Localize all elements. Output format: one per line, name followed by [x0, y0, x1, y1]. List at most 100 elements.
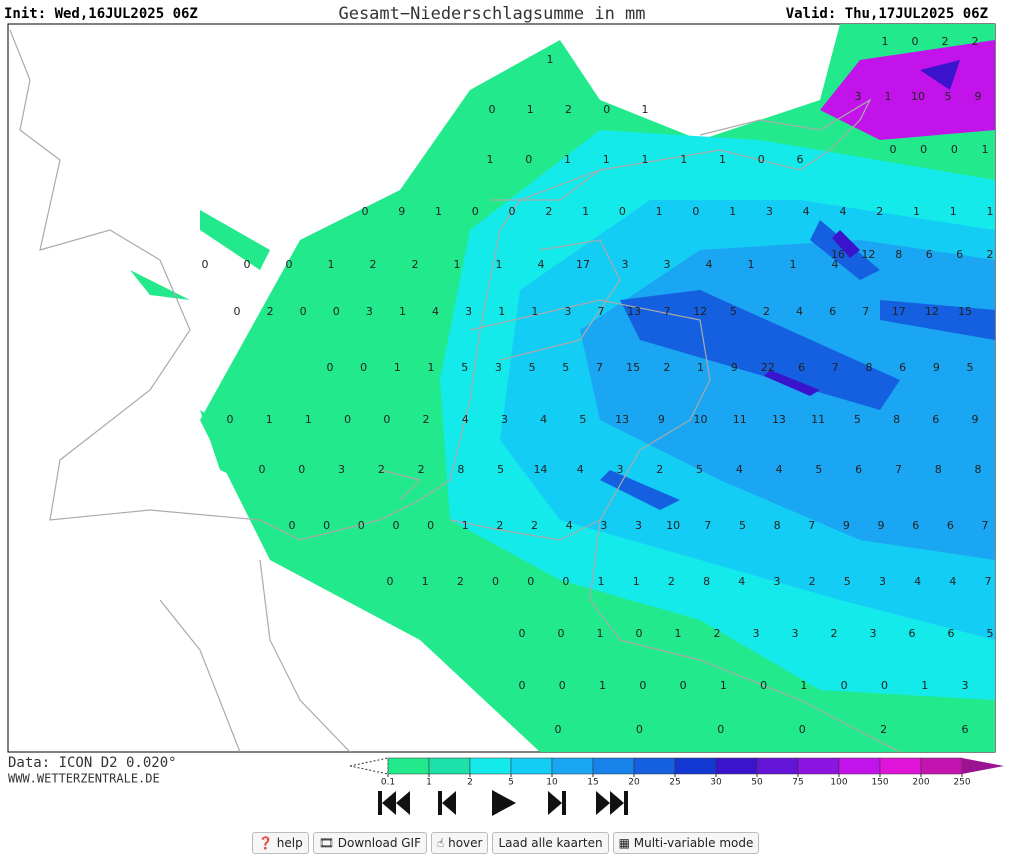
map-value: 0	[358, 519, 365, 532]
legend-swatch	[920, 757, 963, 775]
map-value: 2	[972, 35, 979, 48]
map-value: 2	[412, 258, 419, 271]
next-frame[interactable]	[548, 791, 566, 815]
map-value: 4	[538, 258, 545, 271]
map-value: 3	[495, 361, 502, 374]
map-value: 4	[839, 205, 846, 218]
map-value: 1	[599, 679, 606, 692]
map-values: 1 0 2 213 1 10 5 90 1 2 0 10 0 0 11 0 1 1 1 1 1 0 60 9 1 0 0 2 1 0 1 0 1…	[202, 35, 994, 736]
first-frame[interactable]	[378, 791, 410, 815]
map-value: 0	[227, 413, 234, 426]
map-value: 11	[811, 413, 825, 426]
map-value: 4	[432, 305, 439, 318]
map-value: 4	[803, 205, 810, 218]
map-value: 2	[418, 463, 425, 476]
map-value: 0	[427, 519, 434, 532]
map-value: 6	[829, 305, 836, 318]
map-value: 6	[798, 361, 805, 374]
map-value: 5	[987, 627, 994, 640]
legend-tick-label: 250	[953, 778, 970, 788]
map-value: 15	[626, 361, 640, 374]
map-value: 0	[881, 679, 888, 692]
map-value: 1	[950, 205, 957, 218]
legend-swatch	[715, 757, 758, 775]
legend-tick-label: 1	[426, 778, 432, 788]
map-value: 17	[576, 258, 590, 271]
map-value: 1	[748, 258, 755, 271]
map-value: 2	[423, 413, 430, 426]
map-value: 8	[865, 361, 872, 374]
map-value: 3	[879, 575, 886, 588]
legend-swatch	[838, 757, 881, 775]
legend-swatch	[428, 757, 471, 775]
map-value: 4	[736, 463, 743, 476]
map-value: 2	[565, 103, 572, 116]
load-button[interactable]: Laad alle kaarten	[492, 832, 609, 854]
map-value: 3	[792, 627, 799, 640]
map-value: 0	[387, 575, 394, 588]
download-button[interactable]: 🎞 Download GIF	[312, 832, 427, 854]
map-value: 0	[603, 103, 610, 116]
last-frame[interactable]	[596, 791, 628, 815]
map-value: 7	[808, 519, 815, 532]
prev-frame[interactable]	[438, 791, 456, 815]
map-value: 2	[831, 627, 838, 640]
map-value: 13	[615, 413, 629, 426]
map-value: 0	[525, 153, 532, 166]
map-value: 2	[668, 575, 675, 588]
map-value: 1	[527, 103, 534, 116]
map-value: 1	[697, 361, 704, 374]
map-value: 5	[815, 463, 822, 476]
legend-swatch	[633, 757, 676, 775]
multi-label: Multi-variable mode	[633, 836, 754, 850]
map-value: 8	[935, 463, 942, 476]
map-value: 6	[926, 248, 933, 261]
map-value: 2	[809, 575, 816, 588]
map-value: 0	[760, 679, 767, 692]
map-value: 2	[267, 305, 274, 318]
legend-swatch	[551, 757, 594, 775]
map-value: 1	[328, 258, 335, 271]
map-value: 5	[739, 519, 746, 532]
map-figure: Init: Wed,16JUL2025 06Z Gesamt−Niedersch…	[4, 4, 1004, 816]
hover-button[interactable]: ☝ hover	[430, 832, 489, 854]
legend-swatch	[592, 757, 635, 775]
map-value: 1	[675, 627, 682, 640]
play[interactable]	[492, 790, 516, 816]
map-value: 0	[298, 463, 305, 476]
map-value: 1	[496, 258, 503, 271]
map-value: 3	[600, 519, 607, 532]
site-url: WWW.WETTERZENTRALE.DE	[8, 772, 160, 786]
map-value: 6	[956, 248, 963, 261]
map-value: 3	[465, 305, 472, 318]
map-value: 1	[633, 575, 640, 588]
map-value: 1	[656, 205, 663, 218]
map-value: 0	[717, 723, 724, 736]
multi-button[interactable]: ▦ Multi-variable mode	[612, 832, 760, 854]
map-value: 6	[947, 519, 954, 532]
map-value: 1	[547, 53, 554, 66]
map-value: 10	[666, 519, 680, 532]
map-value: 9	[398, 205, 405, 218]
map-value: 5	[844, 575, 851, 588]
map-value: 12	[693, 305, 707, 318]
map-value: 0	[912, 35, 919, 48]
map-value: 0	[559, 679, 566, 692]
map-value: 3	[635, 519, 642, 532]
map-value: 3	[338, 463, 345, 476]
map-value: 3	[855, 90, 862, 103]
map-value: 1	[394, 361, 401, 374]
map-value: 1	[428, 361, 435, 374]
map-value: 7	[832, 361, 839, 374]
help-button[interactable]: ❓ help	[252, 832, 309, 854]
map-value: 0	[392, 519, 399, 532]
map-value: 12	[925, 305, 939, 318]
map-value: 0	[344, 413, 351, 426]
map-value: 3	[366, 305, 373, 318]
hover-label: hover	[448, 836, 483, 850]
map-value: 5	[967, 361, 974, 374]
legend-swatch	[879, 757, 922, 775]
legend-tick-label: 75	[792, 778, 803, 788]
map-value: 13	[772, 413, 786, 426]
map-value: 5	[529, 361, 536, 374]
